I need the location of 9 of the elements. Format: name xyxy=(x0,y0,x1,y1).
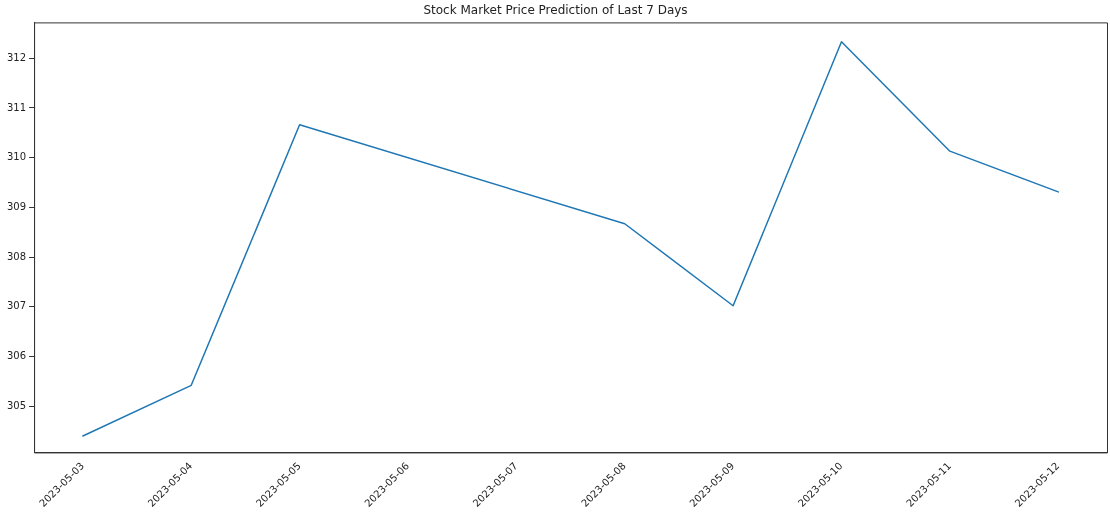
y-tick-label: 311 xyxy=(6,101,27,113)
y-tick-label: 306 xyxy=(6,350,27,362)
y-tick-label: 305 xyxy=(6,399,27,411)
y-tick-label: 308 xyxy=(6,250,27,262)
y-tick-label: 312 xyxy=(6,51,27,63)
chart-title: Stock Market Price Prediction of Last 7 Days xyxy=(423,3,688,18)
y-tick-label: 309 xyxy=(6,200,27,212)
y-tick-label: 307 xyxy=(6,300,27,312)
y-tick-label: 310 xyxy=(6,151,27,163)
